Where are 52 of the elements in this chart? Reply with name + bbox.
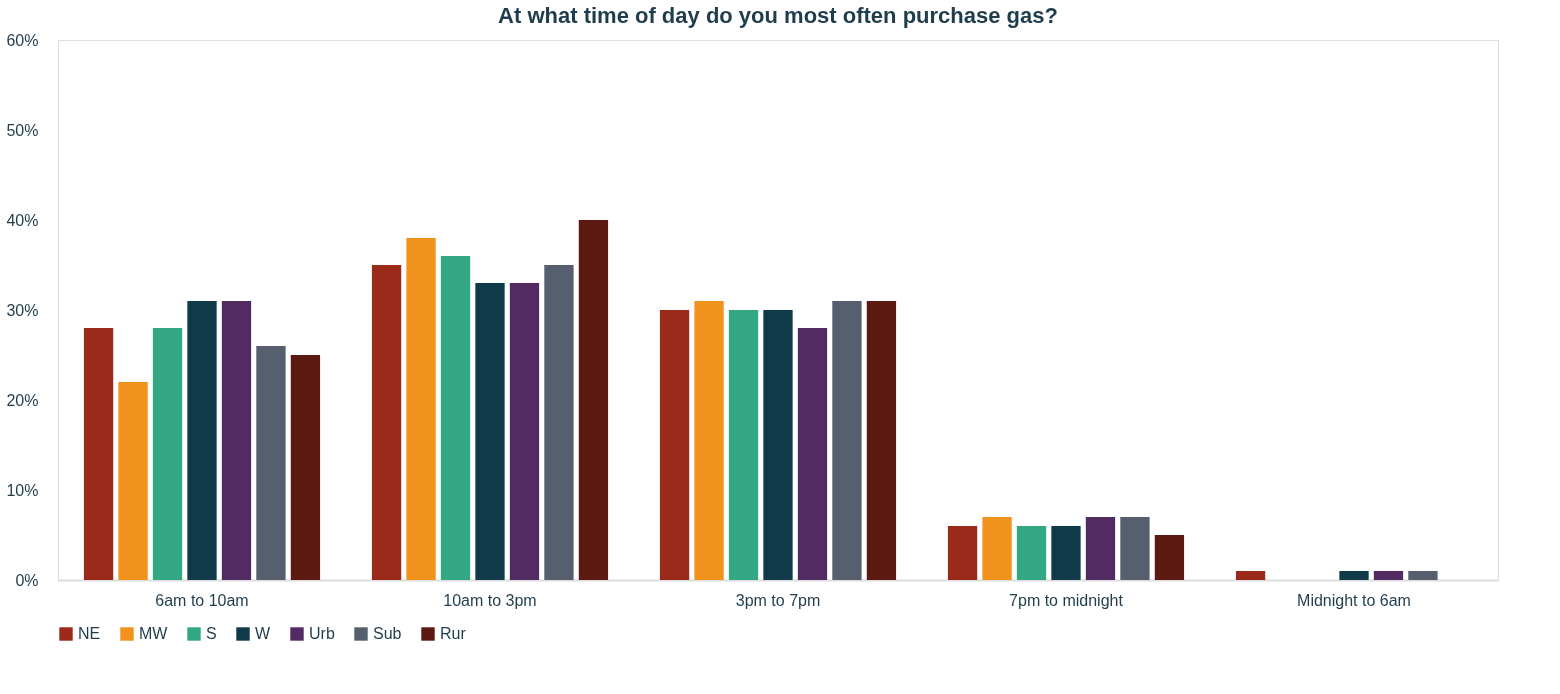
- legend-label: W: [255, 625, 271, 642]
- bar: [509, 283, 540, 580]
- y-tick-label: 0%: [15, 571, 39, 589]
- bar: [256, 346, 286, 580]
- legend-label: S: [206, 625, 217, 642]
- bar: [1016, 526, 1047, 580]
- x-tick-label: 7pm to midnight: [1009, 591, 1124, 609]
- y-tick-label: 30%: [6, 301, 39, 319]
- bar: [763, 310, 793, 580]
- bar: [1235, 571, 1266, 580]
- legend-label: NE: [78, 625, 101, 642]
- bar: [1339, 571, 1369, 580]
- bar: [728, 310, 759, 580]
- y-tick-label: 10%: [6, 481, 39, 499]
- y-tick-label: 20%: [6, 391, 39, 409]
- bar: [1373, 571, 1404, 580]
- bar: [221, 301, 252, 580]
- bar: [1120, 517, 1150, 580]
- bar: [1085, 517, 1116, 580]
- bar: [797, 328, 828, 580]
- bar: [83, 328, 114, 580]
- bar: [1408, 571, 1438, 580]
- bar: [152, 328, 183, 580]
- bar: [694, 301, 724, 580]
- bar: [371, 265, 402, 580]
- bar: [982, 517, 1012, 580]
- bar: [406, 238, 436, 580]
- bar: [578, 220, 609, 580]
- bar: [866, 301, 897, 580]
- bar: [947, 526, 978, 580]
- x-tick-label: 3pm to 7pm: [735, 591, 821, 609]
- legend-label: Sub: [373, 625, 402, 642]
- bar: [832, 301, 862, 580]
- legend-label: Urb: [309, 625, 335, 642]
- bar: [440, 256, 471, 580]
- chart-title: At what time of day do you most often purchase gas?: [498, 3, 1058, 28]
- x-tick-label: 10am to 3pm: [443, 591, 537, 609]
- bar: [659, 310, 690, 580]
- legend-label: Rur: [440, 625, 467, 642]
- bar: [1154, 535, 1185, 580]
- y-tick-label: 50%: [6, 121, 39, 139]
- y-tick-label: 60%: [6, 31, 39, 49]
- bar: [544, 265, 574, 580]
- legend-label: MW: [139, 625, 169, 642]
- bar: [118, 382, 148, 580]
- bar: [187, 301, 217, 580]
- bar: [1051, 526, 1081, 580]
- x-tick-label: Midnight to 6am: [1297, 591, 1411, 609]
- bar: [475, 283, 505, 580]
- x-tick-label: 6am to 10am: [155, 591, 249, 609]
- bar: [290, 355, 321, 580]
- y-tick-label: 40%: [6, 211, 39, 229]
